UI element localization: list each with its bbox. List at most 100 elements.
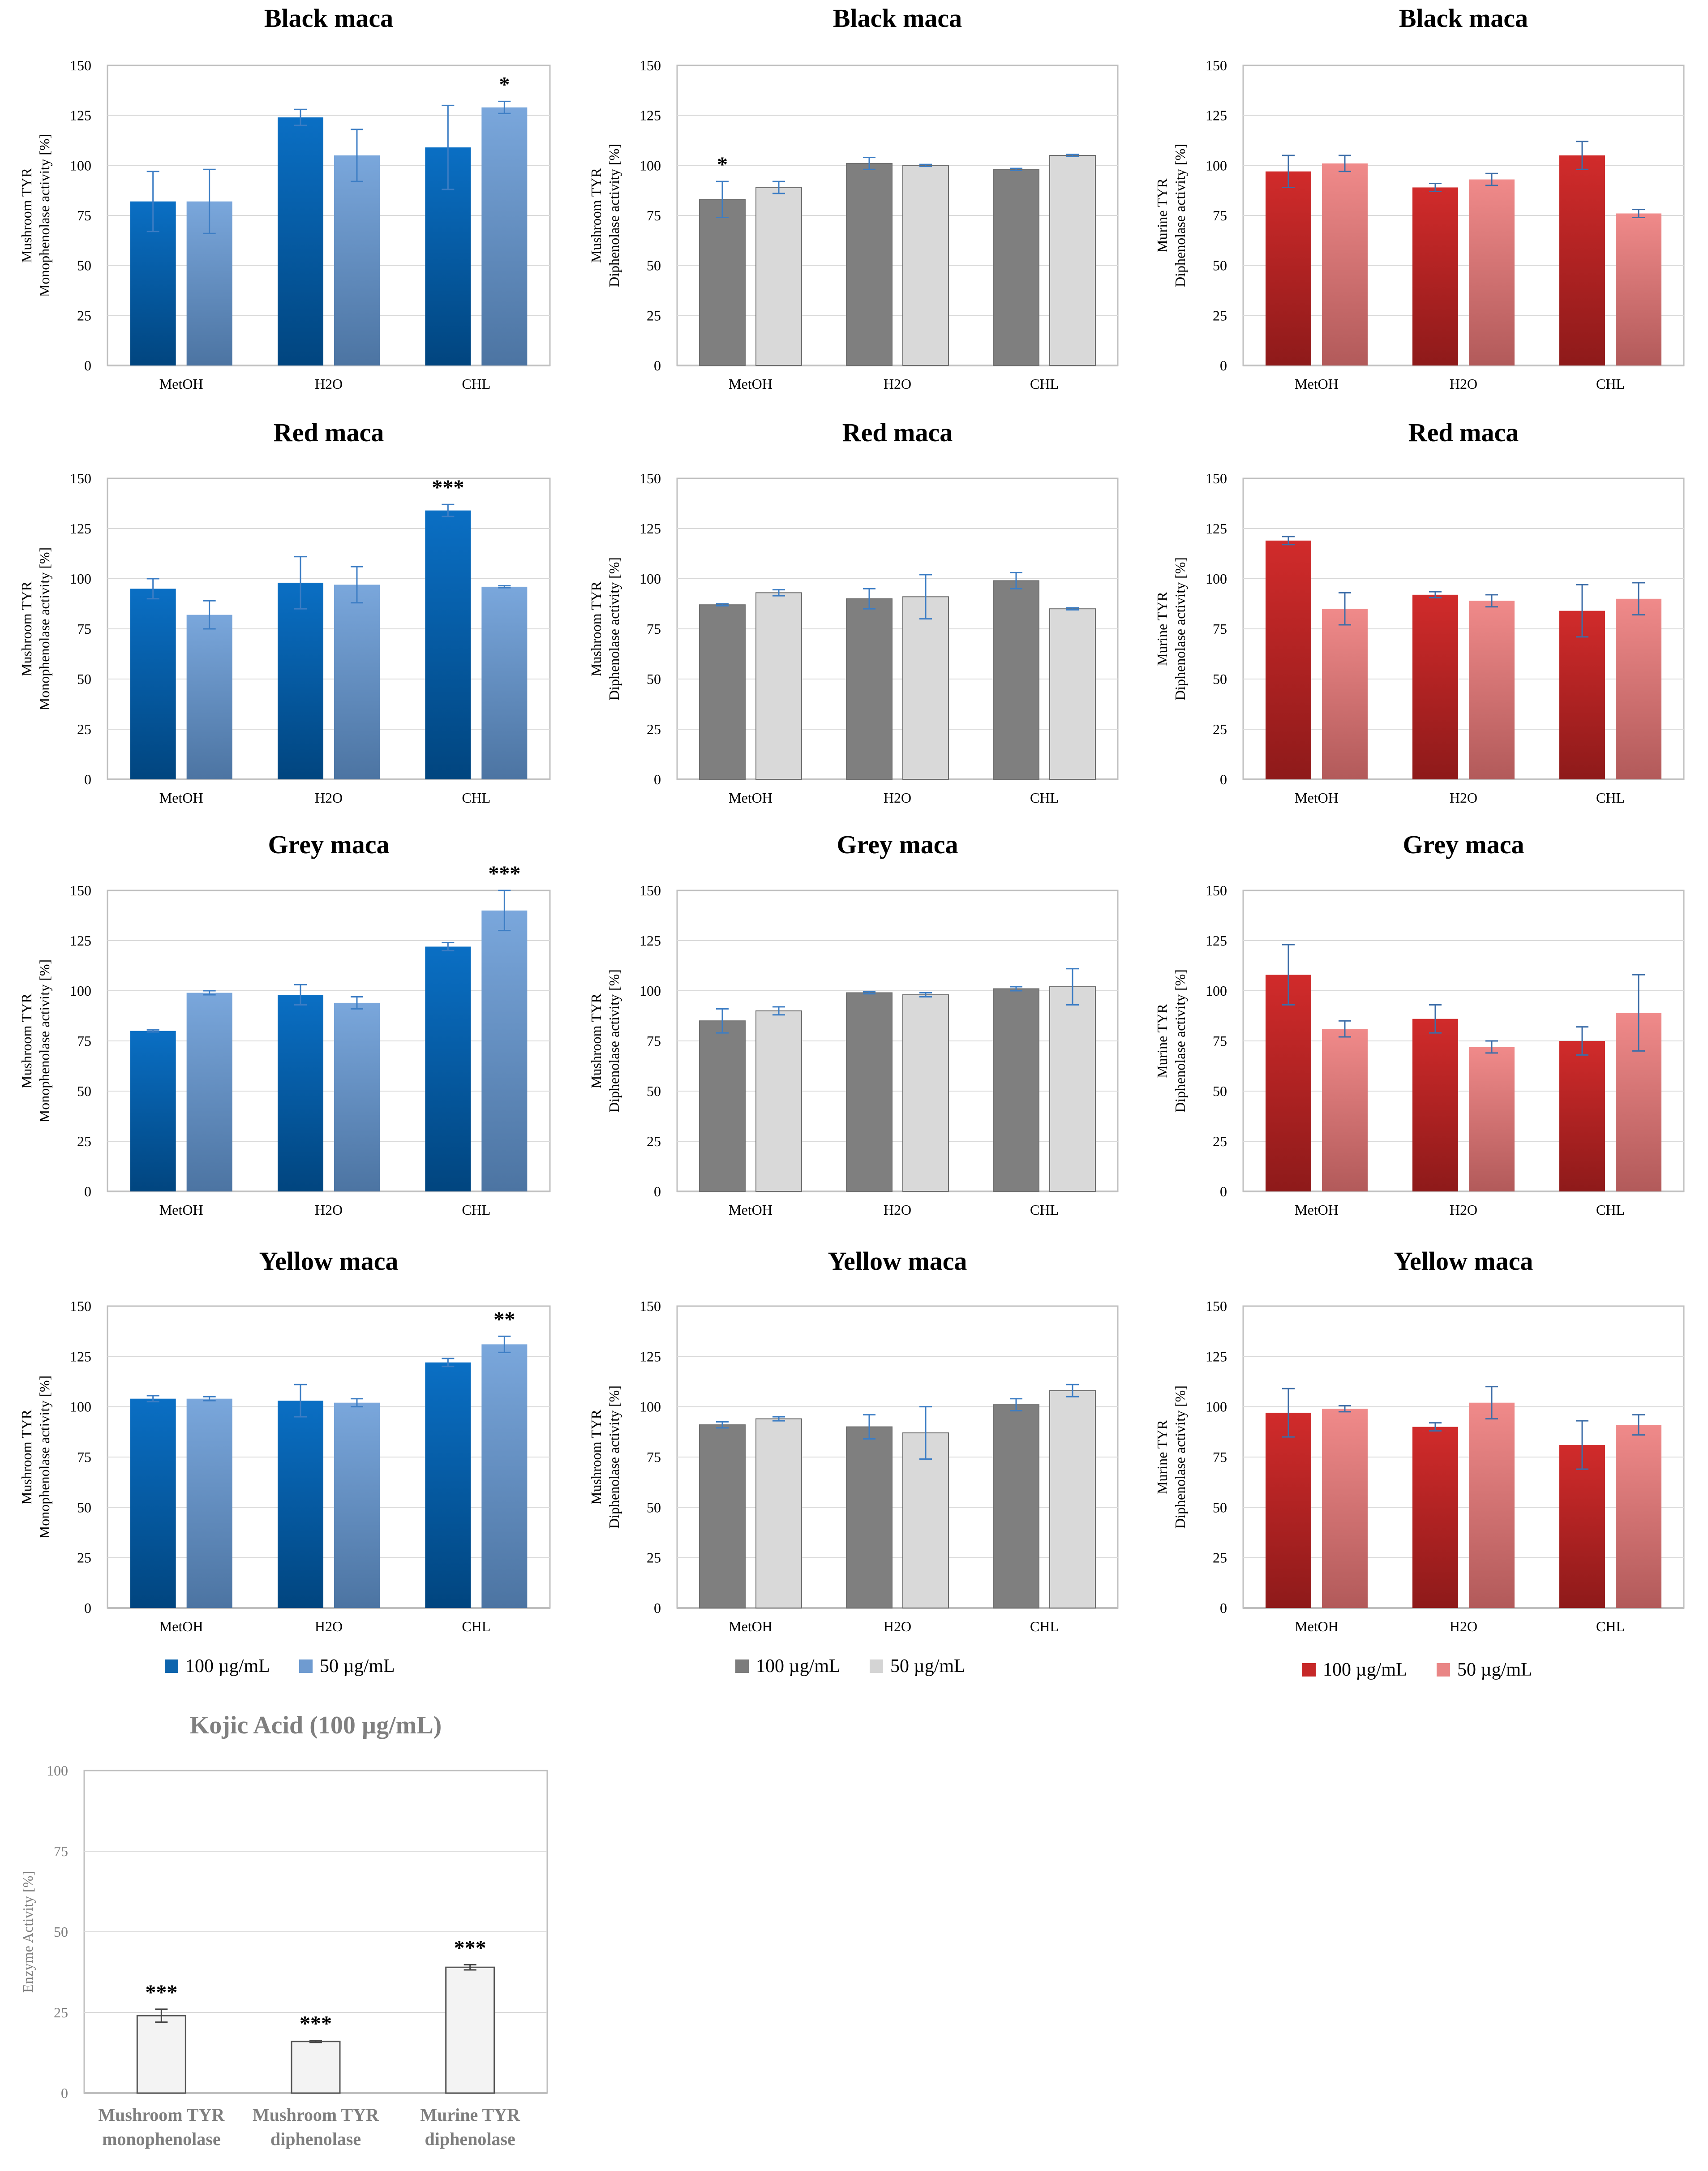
bar <box>1322 609 1368 779</box>
chart-title: Red maca <box>1408 418 1519 447</box>
y-tick-label: 125 <box>1206 520 1227 537</box>
chart-panel-11: Yellow maca 0 25 50 75 100 125 150 Mushroom TYR D… <box>588 1247 1119 1634</box>
x-tick-label: H2O <box>315 790 343 806</box>
y-axis-label: Mushroom TYR <box>18 1409 34 1505</box>
bar <box>1559 1445 1605 1608</box>
y-axis-label: Mushroom TYR <box>18 168 34 263</box>
y-tick-label: 0 <box>1220 1600 1227 1616</box>
bar <box>1469 1047 1515 1191</box>
x-tick-label: CHL <box>1030 790 1059 806</box>
y-tick-label: 150 <box>70 882 91 898</box>
x-tick-label: CHL <box>1596 1618 1625 1634</box>
chart-title: Grey maca <box>1403 830 1524 859</box>
x-tick-label: CHL <box>1596 1202 1625 1218</box>
bar <box>993 988 1039 1192</box>
legend-3: 100 µg/mL 50 µg/mL <box>1302 1659 1532 1680</box>
chart-title: Yellow maca <box>828 1247 967 1276</box>
y-tick-label: 0 <box>1220 357 1227 374</box>
legend-label: 100 µg/mL <box>1323 1659 1408 1680</box>
chart-panel-6: Red maca 0 25 50 75 100 125 150 Murine TYR Diphen… <box>1154 418 1685 806</box>
y-tick-label: 100 <box>1206 1399 1227 1415</box>
x-tick-label: MetOH <box>159 376 203 392</box>
y-tick-label: 0 <box>654 771 661 787</box>
y-axis-label: Mushroom TYR <box>18 993 34 1088</box>
bar <box>334 1402 380 1608</box>
bar <box>278 582 323 779</box>
bar <box>1049 1390 1096 1608</box>
chart-title: Black maca <box>833 4 962 33</box>
y-axis-label: Monophenolase activity [%] <box>36 547 52 710</box>
y-tick-label: 0 <box>654 1183 661 1199</box>
bar <box>755 1010 802 1192</box>
x-tick-label: H2O <box>884 1202 911 1218</box>
y-tick-label: 100 <box>70 1399 91 1415</box>
y-tick-label: 150 <box>639 882 661 898</box>
y-axis-label: Monophenolase activity [%] <box>36 1376 52 1539</box>
y-axis-label: Mushroom TYR <box>588 993 604 1088</box>
y-axis-label: Diphenolase activity [%] <box>1172 969 1188 1113</box>
bar <box>1322 163 1368 365</box>
y-tick-label: 75 <box>647 1449 661 1465</box>
y-axis-label: Enzyme Activity [%] <box>20 1871 36 1993</box>
bar <box>755 1418 802 1609</box>
y-tick-label: 150 <box>1206 1298 1227 1314</box>
legend-label: 50 µg/mL <box>1457 1659 1532 1680</box>
x-tick-label: MetOH <box>159 1202 203 1218</box>
x-tick-label: MetOH <box>159 790 203 806</box>
bar <box>1266 171 1311 365</box>
y-tick-label: 50 <box>647 1499 661 1515</box>
y-tick-label: 25 <box>647 307 661 323</box>
y-axis-label: Murine TYR <box>1154 592 1170 666</box>
y-tick-label: 100 <box>1206 983 1227 999</box>
significance-mark: *** <box>488 862 520 886</box>
y-tick-label: 0 <box>84 771 91 787</box>
bar <box>846 992 893 1192</box>
bar <box>1266 1413 1311 1608</box>
y-tick-label: 100 <box>639 157 661 173</box>
bar <box>902 994 949 1192</box>
y-tick-label: 50 <box>1213 1499 1227 1515</box>
y-tick-label: 100 <box>47 1763 68 1779</box>
y-tick-label: 0 <box>1220 771 1227 787</box>
bar <box>1616 1425 1661 1608</box>
legend-2: 100 µg/mL 50 µg/mL <box>735 1656 966 1677</box>
y-axis-label: Mushroom TYR <box>18 581 34 676</box>
y-tick-label: 125 <box>1206 107 1227 124</box>
significance-mark: ** <box>494 1307 515 1331</box>
x-tick-label: CHL <box>1030 1202 1059 1218</box>
bar <box>1266 540 1311 779</box>
y-tick-label: 75 <box>77 621 91 637</box>
x-tick-label: CHL <box>462 1202 490 1218</box>
x-tick-label: MetOH <box>159 1618 203 1634</box>
y-axis-label: Diphenolase activity [%] <box>606 1385 622 1529</box>
chart-title: Grey maca <box>837 830 958 859</box>
bar <box>902 596 949 780</box>
significance-mark: *** <box>454 1936 486 1960</box>
y-tick-label: 150 <box>70 57 91 73</box>
y-tick-label: 25 <box>77 721 91 737</box>
legend-label: 50 µg/mL <box>320 1656 395 1677</box>
y-tick-label: 25 <box>1213 721 1227 737</box>
chart-panel-4: Red maca 0 25 50 75 100 125 150 Mushroom TYR Mono… <box>18 418 551 806</box>
chart-panel-8: Grey maca 0 25 50 75 100 125 150 Mushroom TYR Dip… <box>588 830 1119 1218</box>
x-tick-label: H2O <box>1450 1618 1477 1634</box>
significance-mark: * <box>499 73 510 96</box>
bar <box>481 586 528 779</box>
bar <box>186 615 232 779</box>
chart-title: Yellow maca <box>259 1247 399 1276</box>
chart-title: Black maca <box>1399 4 1528 33</box>
x-tick-label: CHL <box>462 376 490 392</box>
bar <box>1412 187 1458 365</box>
bar <box>1049 986 1096 1192</box>
bar <box>1559 155 1605 365</box>
x-tick-label: MetOH <box>1295 790 1339 806</box>
y-tick-label: 100 <box>639 1399 661 1415</box>
bar <box>755 592 802 780</box>
y-tick-label: 75 <box>647 1033 661 1049</box>
y-tick-label: 125 <box>1206 933 1227 949</box>
chart-panel-3: Black maca 0 25 50 75 100 125 150 Murine TYR Diph… <box>1154 4 1685 392</box>
chart-panel-2: Black maca 0 25 50 75 100 125 150 Mushroom TYR Di… <box>588 4 1119 392</box>
y-tick-label: 50 <box>647 1083 661 1099</box>
